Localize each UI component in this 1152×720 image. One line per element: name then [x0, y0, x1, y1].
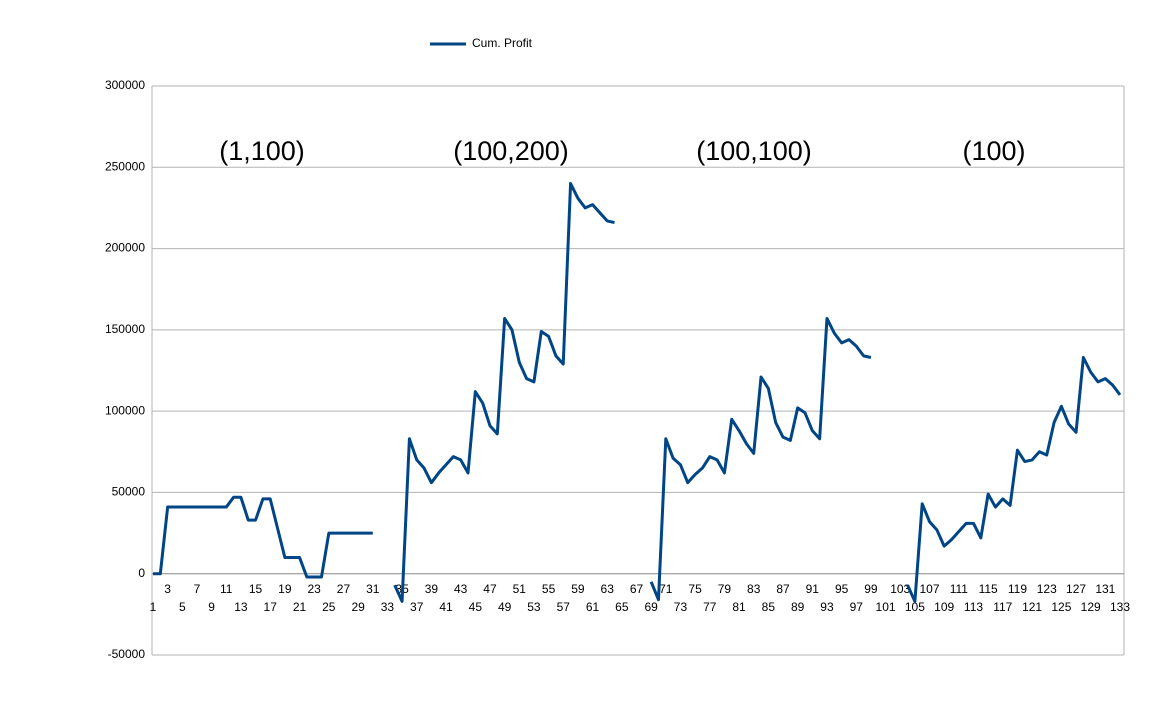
x-tick-label: 5	[179, 600, 186, 614]
x-tick-label: 67	[630, 582, 644, 596]
x-tick-label: 59	[571, 582, 585, 596]
x-tick-label: 119	[1008, 582, 1027, 596]
x-tick-label: 47	[483, 582, 497, 596]
x-tick-label: 113	[964, 600, 983, 614]
y-tick-label: 200000	[105, 241, 145, 255]
x-tick-label: 33	[381, 600, 395, 614]
x-tick-label: 31	[366, 582, 380, 596]
x-tick-label: 69	[644, 600, 658, 614]
x-tick-label: 121	[1022, 600, 1042, 614]
legend-label: Cum. Profit	[472, 36, 533, 50]
x-tick-label: 11	[220, 582, 233, 596]
x-tick-label: 25	[322, 600, 336, 614]
x-tick-label: 3	[164, 582, 171, 596]
x-tick-label: 117	[993, 600, 1012, 614]
x-tick-label: 125	[1051, 600, 1071, 614]
x-tick-label: 37	[410, 600, 424, 614]
x-tick-label: 103	[890, 582, 910, 596]
annotation: (1,100)	[219, 136, 305, 166]
x-tick-label: 133	[1110, 600, 1130, 614]
x-tick-label: 23	[307, 582, 321, 596]
x-tick-label: 129	[1081, 600, 1101, 614]
x-tick-label: 81	[732, 600, 746, 614]
x-tick-label: 13	[234, 600, 248, 614]
x-tick-label: 21	[293, 600, 307, 614]
x-tick-label: 115	[979, 582, 998, 596]
annotation: (100,200)	[453, 136, 569, 166]
y-tick-label: 100000	[105, 403, 145, 417]
x-tick-label: 85	[762, 600, 776, 614]
x-tick-label: 107	[920, 582, 940, 596]
x-tick-label: 77	[703, 600, 717, 614]
annotation: (100)	[962, 136, 1025, 166]
annotation: (100,100)	[696, 136, 812, 166]
x-tick-label: 57	[557, 600, 571, 614]
y-tick-label: 0	[138, 566, 145, 580]
x-tick-label: 71	[659, 582, 673, 596]
x-tick-label: 27	[337, 582, 351, 596]
x-tick-label: 93	[820, 600, 834, 614]
data-line	[153, 182, 1122, 603]
x-tick-label: 79	[718, 582, 732, 596]
x-tick-label: 17	[264, 600, 278, 614]
x-tick-label: 53	[527, 600, 541, 614]
x-tick-label: 1	[150, 600, 157, 614]
x-tick-label: 15	[249, 582, 263, 596]
x-tick-label: 41	[439, 600, 453, 614]
x-tick-label: 87	[776, 582, 790, 596]
x-tick-label: 51	[513, 582, 527, 596]
y-tick-label: 50000	[112, 485, 146, 499]
x-tick-label: 105	[905, 600, 925, 614]
x-tick-label: 39	[425, 582, 439, 596]
x-tick-label: 43	[454, 582, 468, 596]
x-tick-label: 55	[542, 582, 556, 596]
x-tick-label: 9	[208, 600, 215, 614]
x-tick-label: 131	[1095, 582, 1115, 596]
x-tick-label: 109	[934, 600, 954, 614]
x-tick-label: 19	[278, 582, 292, 596]
x-tick-label: 7	[194, 582, 201, 596]
x-tick-label: 29	[351, 600, 365, 614]
x-tick-label: 95	[835, 582, 849, 596]
x-tick-label: 61	[586, 600, 600, 614]
x-tick-label: 75	[688, 582, 702, 596]
x-tick-label: 111	[950, 582, 969, 596]
x-tick-label: 89	[791, 600, 805, 614]
y-tick-label: -50000	[108, 647, 146, 661]
x-tick-label: 45	[469, 600, 483, 614]
x-tick-label: 127	[1066, 582, 1086, 596]
y-tick-label: 250000	[105, 159, 145, 173]
x-tick-label: 49	[498, 600, 512, 614]
x-tick-label: 65	[615, 600, 629, 614]
y-tick-label: 300000	[105, 78, 145, 92]
x-tick-label: 99	[864, 582, 878, 596]
x-tick-label: 73	[674, 600, 688, 614]
x-tick-label: 63	[601, 582, 615, 596]
x-tick-label: 101	[876, 600, 896, 614]
x-tick-label: 83	[747, 582, 761, 596]
x-tick-label: 123	[1037, 582, 1057, 596]
x-tick-label: 91	[806, 582, 820, 596]
y-tick-label: 150000	[105, 322, 145, 336]
x-tick-label: 97	[850, 600, 864, 614]
